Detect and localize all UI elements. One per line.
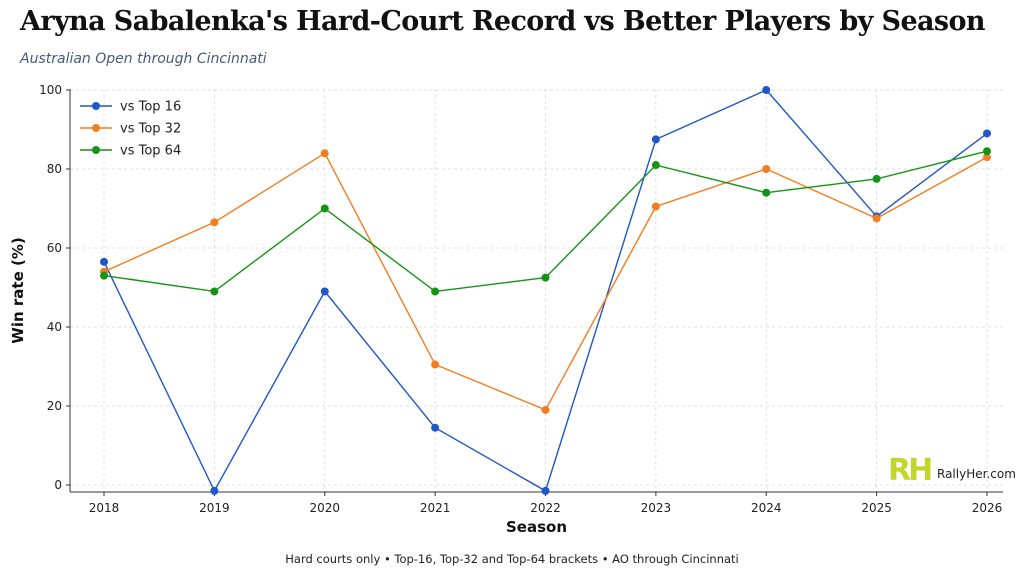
x-tick-label: 2026 (972, 501, 1003, 515)
chart-footnote: Hard courts only • Top-16, Top-32 and To… (285, 552, 739, 566)
x-tick-label: 2023 (641, 501, 672, 515)
series-2 (100, 149, 991, 414)
data-point (762, 165, 771, 173)
x-tick-label: 2018 (89, 501, 120, 515)
y-tick-label: 80 (47, 162, 62, 176)
data-point (983, 129, 991, 138)
legend-label: vs Top 16 (120, 100, 181, 115)
data-point (541, 273, 550, 282)
axes: 0 20 40 60 80 100 2018 2019 2020 2021 2022 2023 2024… (39, 83, 1003, 515)
y-tick-label: 40 (47, 320, 62, 334)
y-tick-label: 20 (47, 399, 62, 413)
data-point (431, 423, 440, 432)
data-point (541, 405, 550, 414)
data-point (651, 202, 660, 211)
data-point (100, 271, 108, 280)
x-axis-label: Season (506, 518, 567, 536)
legend-swatch-marker (92, 102, 100, 110)
series-layer (100, 86, 991, 495)
data-point (872, 174, 881, 183)
chart-title: Aryna Sabalenka's Hard-Court Record vs B… (20, 6, 986, 37)
legend-label: vs Top 32 (120, 122, 181, 137)
data-point (651, 161, 660, 170)
data-point (541, 486, 550, 495)
x-tick-label: 2021 (420, 501, 451, 515)
data-point (983, 147, 991, 156)
data-point (762, 86, 771, 94)
data-point (320, 204, 329, 213)
y-tick-label: 100 (39, 83, 62, 97)
legend: vs Top 16 vs Top 32 vs Top 64 (80, 100, 181, 159)
data-point (872, 214, 881, 223)
y-tick-label: 60 (47, 241, 62, 255)
x-tick-label: 2025 (861, 501, 892, 515)
x-tick-label: 2020 (309, 501, 340, 515)
chart-subtitle: Australian Open through Cincinnati (20, 51, 267, 67)
data-point (651, 135, 660, 144)
legend-swatch-marker (92, 146, 100, 154)
data-point (210, 218, 219, 227)
brand-logo: RH (888, 453, 931, 488)
data-point (100, 257, 108, 266)
data-point (762, 188, 771, 197)
brand-name: RallyHer.com (937, 467, 1016, 481)
data-point (431, 287, 440, 296)
legend-swatch-marker (92, 124, 100, 132)
series-3 (100, 147, 991, 296)
data-point (210, 287, 219, 296)
brand-watermark: RH RallyHer.com (888, 453, 1016, 488)
data-point (320, 149, 329, 158)
legend-label: vs Top 64 (120, 144, 181, 159)
data-point (210, 486, 219, 495)
y-axis-label: Win rate (%) (9, 237, 27, 343)
x-tick-label: 2024 (751, 501, 782, 515)
data-point (983, 153, 991, 162)
y-tick-label: 0 (54, 478, 62, 492)
x-tick-label: 2022 (530, 501, 561, 515)
x-tick-label: 2019 (199, 501, 230, 515)
data-point (431, 360, 440, 369)
data-point (320, 287, 329, 296)
